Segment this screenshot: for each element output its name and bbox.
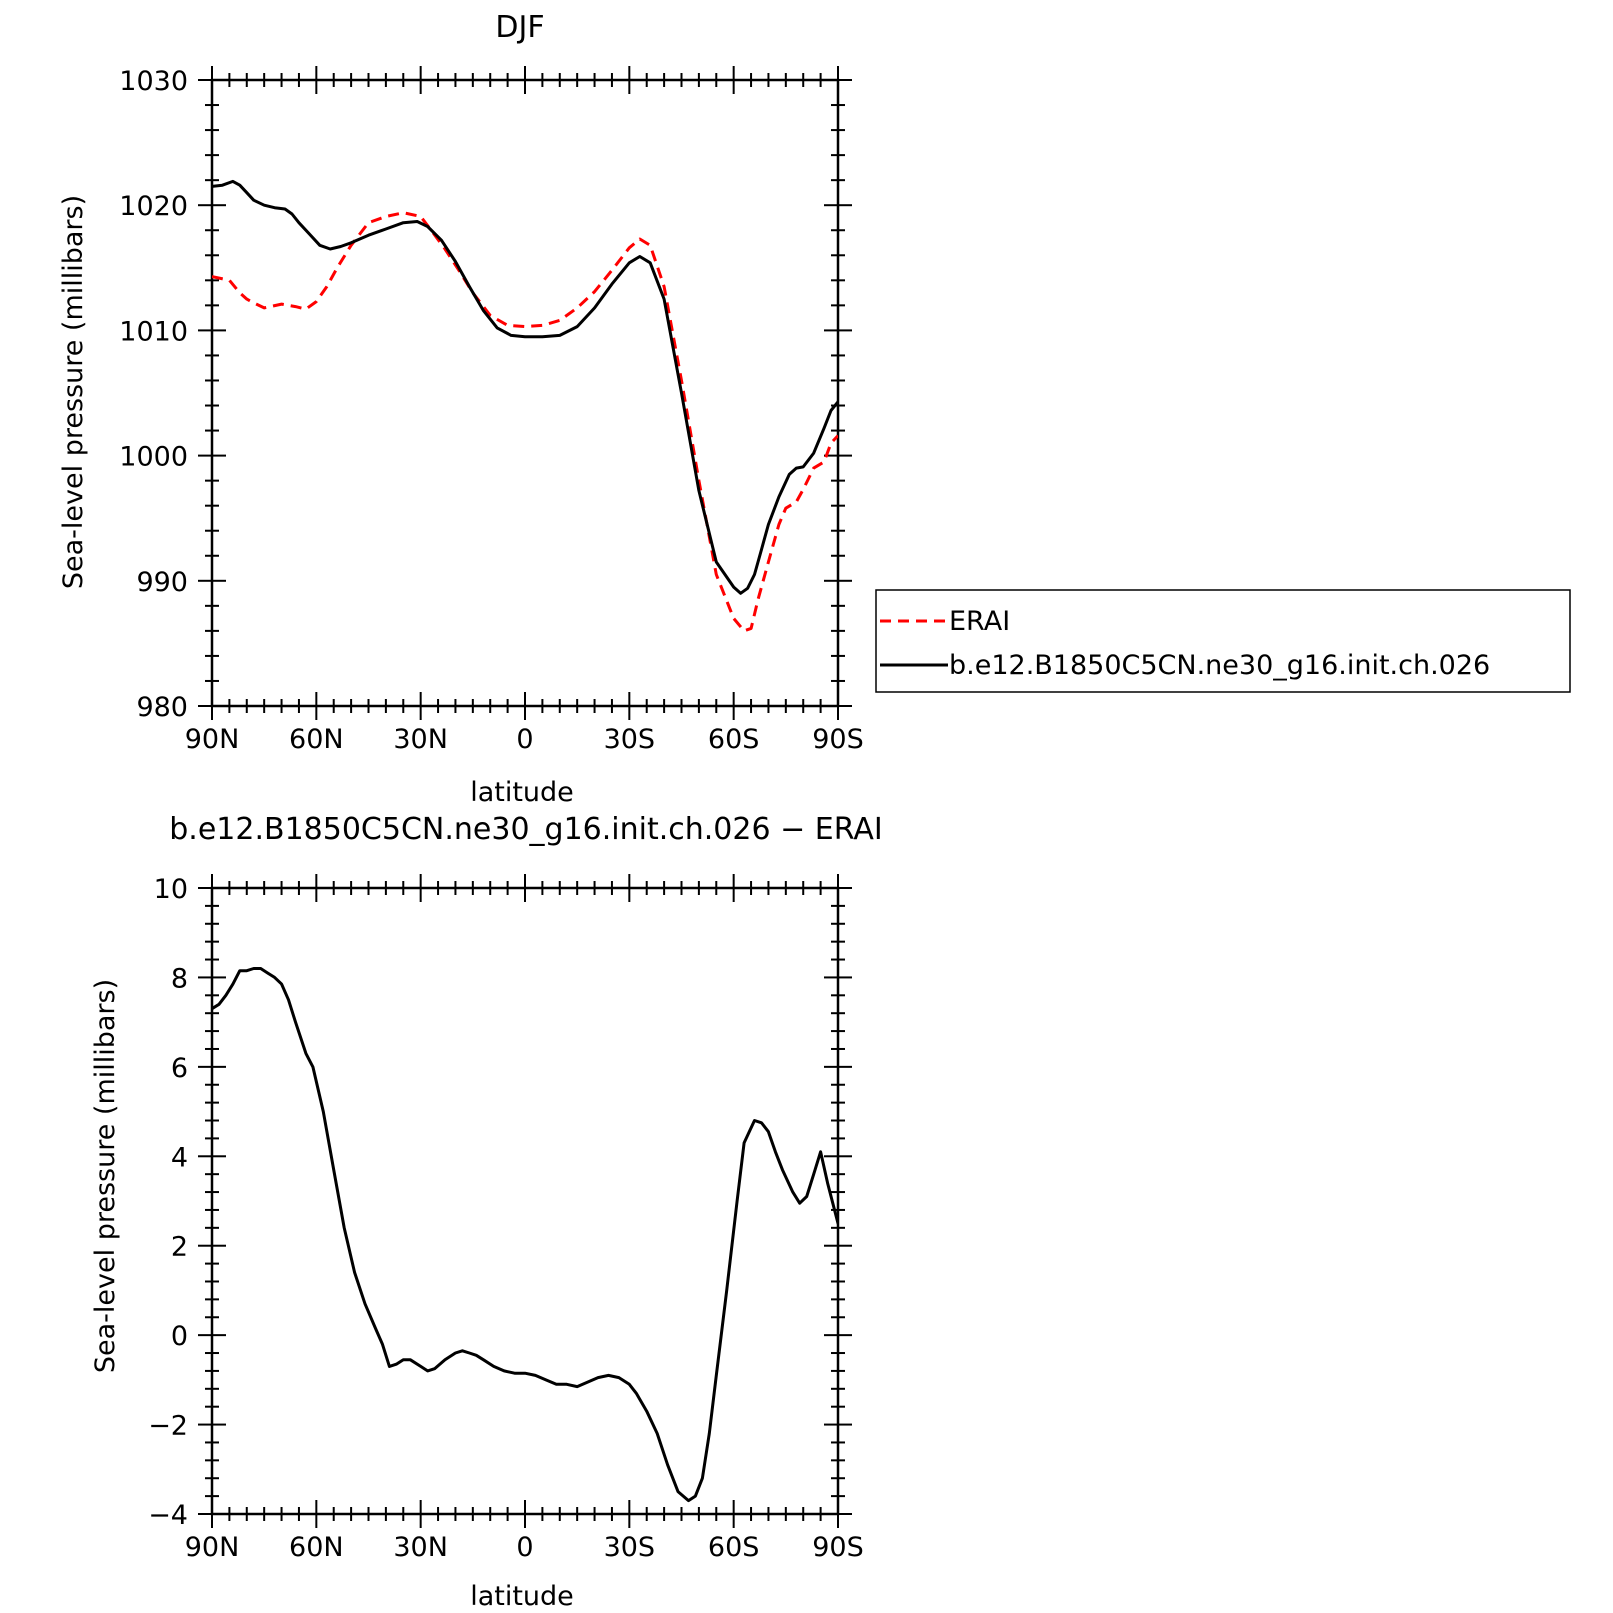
x-tick-label-top: 30N [393,724,448,755]
x-tick-label-top: 90S [812,724,864,755]
y-tick-label-bottom: 0 [171,1321,188,1352]
y-tick-label-top: 1000 [119,442,188,473]
x-axis-label-bottom: latitude [470,1581,574,1612]
x-tick-label-bottom: 30N [393,1532,448,1563]
x-axis-label-top: latitude [470,777,574,808]
y-tick-label-top: 980 [136,692,188,723]
y-tick-label-bottom: 4 [171,1142,188,1173]
legend: ERAI b.e12.B1850C5CN.ne30_g16.init.ch.02… [875,589,1571,693]
x-tick-label-top: 0 [516,724,533,755]
chart-panel-top: DJF 90N 60N 30N 0 30S 60S 90S 980 990 1000 1010 102… [58,10,1571,808]
x-tick-label-bottom: 60S [708,1532,760,1563]
y-tick-label-top: 1010 [119,316,188,347]
y-tick-label-bottom: 10 [154,874,188,905]
series-line-top-1 [212,179,838,595]
x-tick-label-bottom: 30S [604,1532,656,1563]
y-axis-label-top: Sea-level pressure (millibars) [58,195,89,589]
legend-box [875,589,1571,693]
y-tick-label-top: 1030 [119,66,188,97]
x-tick-label-bottom: 90S [812,1532,864,1563]
y-tick-label-bottom: 8 [171,963,188,994]
x-tick-label-top: 90N [185,724,240,755]
x-tick-label-top: 30S [604,724,656,755]
plot-area-top: 90N 60N 30N 0 30S 60S 90S 980 990 1000 1010 1020 103… [119,66,864,755]
plot-frame-top [210,78,840,708]
x-tick-label-bottom: 90N [185,1532,240,1563]
y-tick-label-top: 1020 [119,191,188,222]
plot-area-bottom: 90N 60N 30N 0 30S 60S 90S −4 −2 0 2 4 6 8 10 [148,874,864,1563]
y-tick-label-top: 990 [136,567,188,598]
x-tick-label-bottom: 0 [516,1532,533,1563]
y-axis-label-bottom: Sea-level pressure (millibars) [90,979,121,1373]
chart-title-bottom: b.e12.B1850C5CN.ne30_g16.init.ch.026 − E… [169,812,882,847]
x-tick-label-top: 60S [708,724,760,755]
series-line-top-0 [212,211,838,633]
y-tick-label-bottom: 2 [171,1232,188,1263]
legend-label-erai: ERAI [949,606,1010,637]
legend-label-model: b.e12.B1850C5CN.ne30_g16.init.ch.026 [949,650,1490,681]
x-tick-label-bottom: 60N [289,1532,344,1563]
x-tick-label-top: 60N [289,724,344,755]
y-tick-label-bottom: −2 [148,1411,188,1442]
y-tick-label-bottom: −4 [148,1500,188,1531]
chart-title-top: DJF [495,10,544,45]
y-tick-label-bottom: 6 [171,1053,188,1084]
plot-frame-bottom [210,886,840,1516]
chart-panel-bottom: b.e12.B1850C5CN.ne30_g16.init.ch.026 − E… [90,812,883,1612]
series-line-bottom-0 [212,967,838,1503]
